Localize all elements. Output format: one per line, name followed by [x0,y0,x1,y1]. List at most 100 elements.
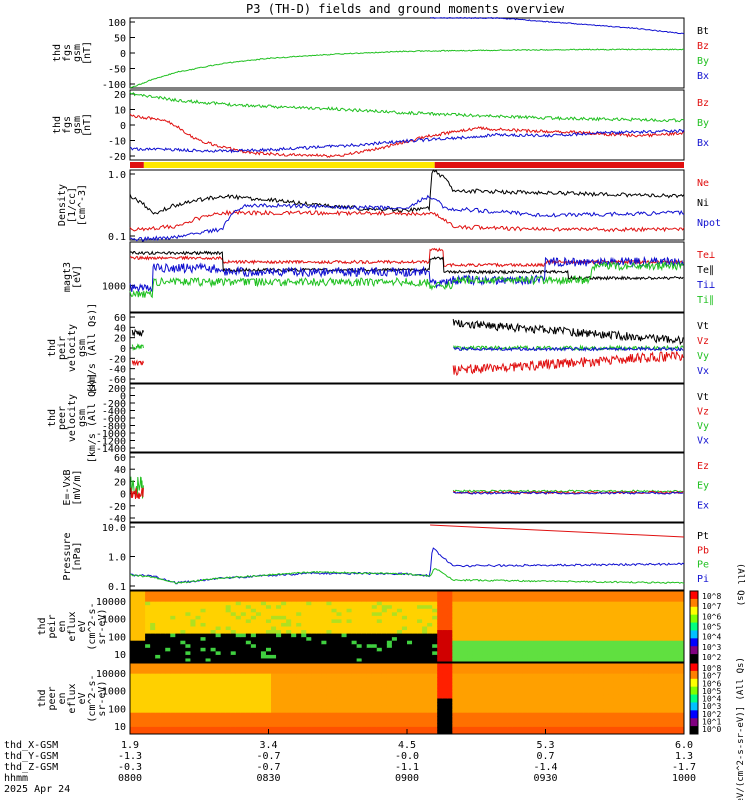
spectrogram-cell [205,716,212,721]
spectrogram-cell [200,619,207,624]
spectrogram-cell [276,698,282,703]
spectrogram-cell [356,591,363,596]
spectrogram-cell [578,591,584,596]
spectrogram-cell [653,601,660,606]
spectrogram-cell [281,658,287,663]
spectrogram-cell [507,647,514,652]
spectrogram-cell [532,654,539,659]
spectrogram-cell [145,677,151,682]
spectrogram-cell [180,594,186,599]
spectrogram-cell [401,644,408,649]
spectrogram-cell [608,605,614,610]
spectrogram-cell [532,637,539,642]
spectrogram-cell [432,680,438,685]
spectrogram-cell [618,673,625,678]
spectrogram-cell [472,666,479,671]
spectrogram-cell [452,712,458,717]
spectrogram-cell [160,633,166,638]
spectrogram-cell [462,654,468,659]
spectrogram-cell [658,630,665,635]
spectrogram-cell [150,615,156,620]
spectrogram-cell [230,640,237,645]
spectrogram-cell [507,626,514,631]
spectrogram-cell [517,622,524,627]
spectrogram-cell [361,608,368,613]
spectrogram-cell [472,698,479,703]
spectrogram-cell [235,651,242,656]
legend-Bx: Bx [697,71,709,82]
spectrogram-cell [613,658,620,663]
spectrogram-cell [648,633,655,638]
time-tick-label: 0930 [533,773,557,784]
spectrogram-cell [200,719,207,724]
spectrogram-cell [623,670,630,675]
spectrogram-cell [452,647,458,652]
spectrogram-cell [578,709,584,714]
spectrogram-cell [225,694,232,699]
spectrogram-cell [583,598,589,603]
spectrogram-cell [497,730,504,735]
spectrogram-cell [548,658,554,663]
spectrogram-cell [215,654,222,659]
spectrogram-cell [306,709,312,714]
spectrogram-cell [462,712,468,717]
spectrogram-cell [225,626,232,631]
spectrogram-cell [598,687,604,692]
spectrogram-cell [613,640,620,645]
spectrogram-cell [321,719,327,724]
spectrogram-cell [175,726,181,731]
spectrogram-cell [442,730,448,735]
spectrogram-cell [477,594,484,599]
spectrogram-cell [507,605,514,610]
spectrogram-cell [165,723,171,728]
spectrogram-cell [678,605,685,610]
spectrogram-cell [150,705,156,710]
spectrogram-cell [260,705,267,710]
spectrogram-cell [220,677,227,682]
spectrogram-cell [281,622,287,627]
spectrogram-cell [422,673,428,678]
spectrogram-cell [492,677,499,682]
spectrogram-cell [326,601,332,606]
spectrogram-cell [396,626,403,631]
spectrogram-cell [412,591,418,596]
spectrogram-cell [502,663,509,668]
spectrogram-cell [532,644,539,649]
spectrogram-cell [180,702,186,707]
spectrogram-cell [376,684,383,689]
spectrogram-cell [648,723,655,728]
spectrogram-cell [417,702,423,707]
spectrogram-cell [648,730,655,735]
spectrogram-cell [553,677,559,682]
spectrogram-cell [507,591,514,596]
spectrogram-cell [487,716,494,721]
spectrogram-cell [527,615,534,620]
spectrogram-cell [210,719,217,724]
spectrogram-cell [356,644,363,649]
spectrogram-cell [351,694,358,699]
spectrogram-cell [291,591,297,596]
spectrogram-cell [673,719,680,724]
spectrogram-cell [311,687,317,692]
spectrogram-cell [532,651,539,656]
spectrogram-cell [457,691,463,696]
spectrogram-cell [311,702,317,707]
spectrogram-cell [548,694,554,699]
spectrogram-cell [608,726,614,731]
spectrogram-cell [265,654,272,659]
spectrogram-cell [553,705,559,710]
spectrogram-cell [401,670,408,675]
spectrogram-cell [563,680,569,685]
spectrogram-cell [255,726,262,731]
spectrogram-cell [311,605,317,610]
spectrogram-cell [376,626,383,631]
spectrogram-cell [376,605,383,610]
spectrogram-cell [341,712,348,717]
spectrogram-cell [497,615,504,620]
spectrogram-cell [447,598,453,603]
spectrogram-cell [235,670,242,675]
spectrogram-cell [437,677,443,682]
spectrogram-cell [578,684,584,689]
spectrogram-cell [502,651,509,656]
spectrogram-cell [245,598,252,603]
